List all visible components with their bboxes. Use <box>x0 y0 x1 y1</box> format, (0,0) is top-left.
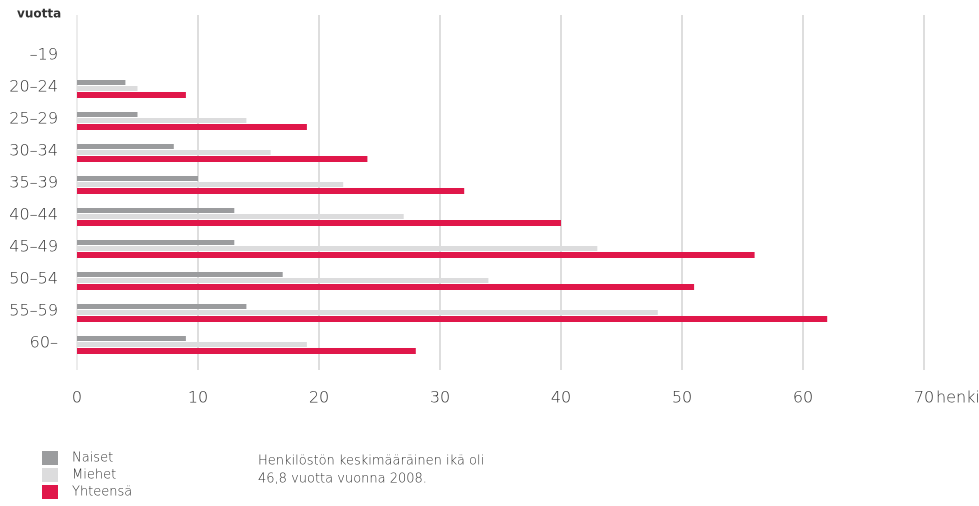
bar <box>77 272 283 277</box>
bar <box>77 310 658 315</box>
bar <box>77 284 695 290</box>
bar <box>77 86 138 91</box>
bar <box>77 124 307 130</box>
x-tick-label: 10 <box>188 388 208 407</box>
y-tick-label: 35–39 <box>9 173 58 192</box>
legend-label: Yhteensä <box>72 485 132 500</box>
legend-swatch <box>42 451 58 465</box>
x-tick-label: 50 <box>672 388 692 407</box>
x-tick-label: 30 <box>430 388 450 407</box>
legend-label: Miehet <box>72 468 116 483</box>
y-tick-label: 60– <box>30 333 58 352</box>
y-tick-label: 30–34 <box>9 141 58 160</box>
bar <box>77 144 174 149</box>
bar <box>77 348 416 354</box>
y-tick-label: 40–44 <box>9 205 58 224</box>
y-tick-label: 55–59 <box>9 301 58 320</box>
note: Henkilöstön keskimääräinen ikä oli <box>258 454 484 469</box>
y-axis-label: vuotta <box>17 7 61 21</box>
bar <box>77 316 828 322</box>
bar <box>77 118 247 123</box>
note: 46,8 vuotta vuonna 2008. <box>258 472 427 487</box>
x-tick-label: 20 <box>309 388 329 407</box>
bar <box>77 156 368 162</box>
bar <box>77 176 198 181</box>
bar <box>77 246 598 251</box>
bar <box>77 182 344 187</box>
bar <box>77 240 235 245</box>
legend-label: Naiset <box>72 451 113 466</box>
x-tick-label: 0 <box>72 388 82 407</box>
y-tick-label: 50–54 <box>9 269 58 288</box>
bar <box>77 80 126 85</box>
bar <box>77 112 138 117</box>
bar <box>77 342 307 347</box>
x-tick-label: 60 <box>793 388 813 407</box>
bar <box>77 336 186 341</box>
y-tick-label: –19 <box>30 45 58 64</box>
bar <box>77 220 561 226</box>
y-tick-label: 45–49 <box>9 237 58 256</box>
bar <box>77 150 271 155</box>
legend-swatch <box>42 485 58 499</box>
y-tick-label: 20–24 <box>9 77 58 96</box>
bar <box>77 304 247 309</box>
legend-swatch <box>42 468 58 482</box>
x-tick-label: 40 <box>551 388 571 407</box>
bar <box>77 214 404 219</box>
bar <box>77 252 755 258</box>
bar <box>77 278 489 283</box>
y-tick-label: 25–29 <box>9 109 58 128</box>
bar <box>77 208 235 213</box>
x-axis-label: henkilöä <box>936 388 979 407</box>
bar <box>77 92 186 98</box>
bar <box>77 188 465 194</box>
x-tick-label: 70 <box>914 388 934 407</box>
